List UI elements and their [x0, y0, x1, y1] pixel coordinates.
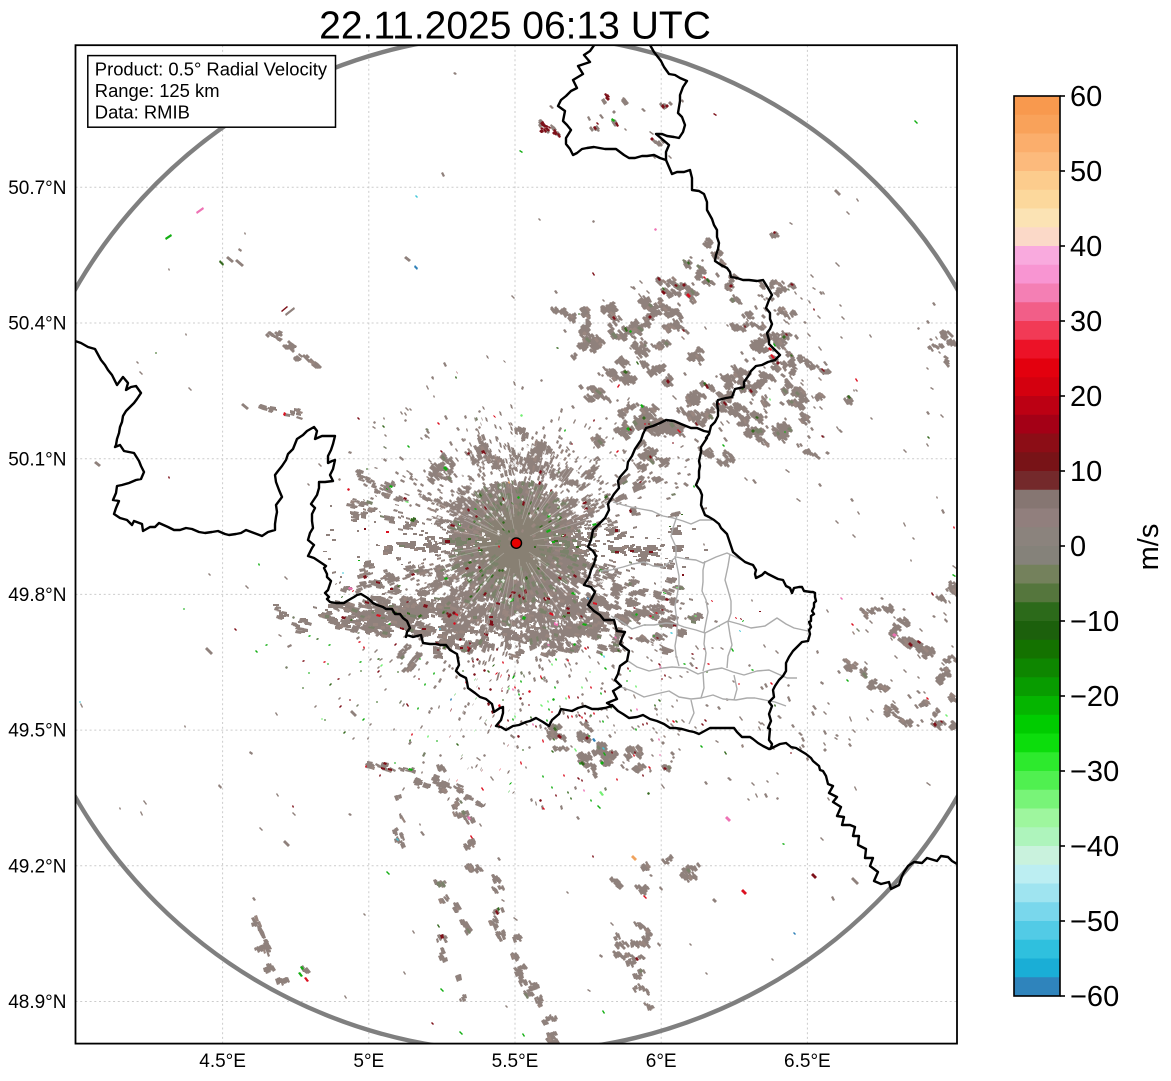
svg-text:5.5°E: 5.5°E — [492, 1051, 539, 1072]
svg-text:10: 10 — [1070, 456, 1102, 488]
svg-text:40: 40 — [1070, 231, 1102, 263]
svg-text:−40: −40 — [1070, 831, 1119, 863]
svg-text:50.1°N: 50.1°N — [8, 449, 66, 470]
svg-text:49.8°N: 49.8°N — [8, 585, 66, 606]
svg-text:Data: RMIB: Data: RMIB — [95, 102, 190, 123]
svg-text:Product: 0.5° Radial Velocity: Product: 0.5° Radial Velocity — [95, 58, 328, 79]
svg-text:30: 30 — [1070, 306, 1102, 338]
svg-text:−20: −20 — [1070, 681, 1119, 713]
svg-text:5°E: 5°E — [353, 1051, 384, 1072]
svg-text:50: 50 — [1070, 156, 1102, 188]
svg-text:49.2°N: 49.2°N — [8, 856, 66, 877]
svg-text:50.4°N: 50.4°N — [8, 314, 66, 335]
svg-text:Range: 125 km: Range: 125 km — [95, 80, 220, 101]
svg-text:49.5°N: 49.5°N — [8, 721, 66, 742]
svg-text:4.5°E: 4.5°E — [199, 1051, 246, 1072]
svg-text:60: 60 — [1070, 81, 1102, 113]
svg-text:6°E: 6°E — [646, 1051, 677, 1072]
svg-text:−10: −10 — [1070, 606, 1119, 638]
svg-text:6.5°E: 6.5°E — [784, 1051, 831, 1072]
svg-text:50.7°N: 50.7°N — [8, 178, 66, 199]
svg-text:−50: −50 — [1070, 906, 1119, 938]
svg-text:−60: −60 — [1070, 981, 1119, 1013]
svg-text:22.11.2025 06:13 UTC: 22.11.2025 06:13 UTC — [319, 4, 711, 47]
svg-text:0: 0 — [1070, 531, 1086, 563]
svg-text:m/s: m/s — [1133, 524, 1165, 571]
svg-text:48.9°N: 48.9°N — [8, 992, 66, 1013]
svg-text:20: 20 — [1070, 381, 1102, 413]
svg-text:−30: −30 — [1070, 756, 1119, 788]
